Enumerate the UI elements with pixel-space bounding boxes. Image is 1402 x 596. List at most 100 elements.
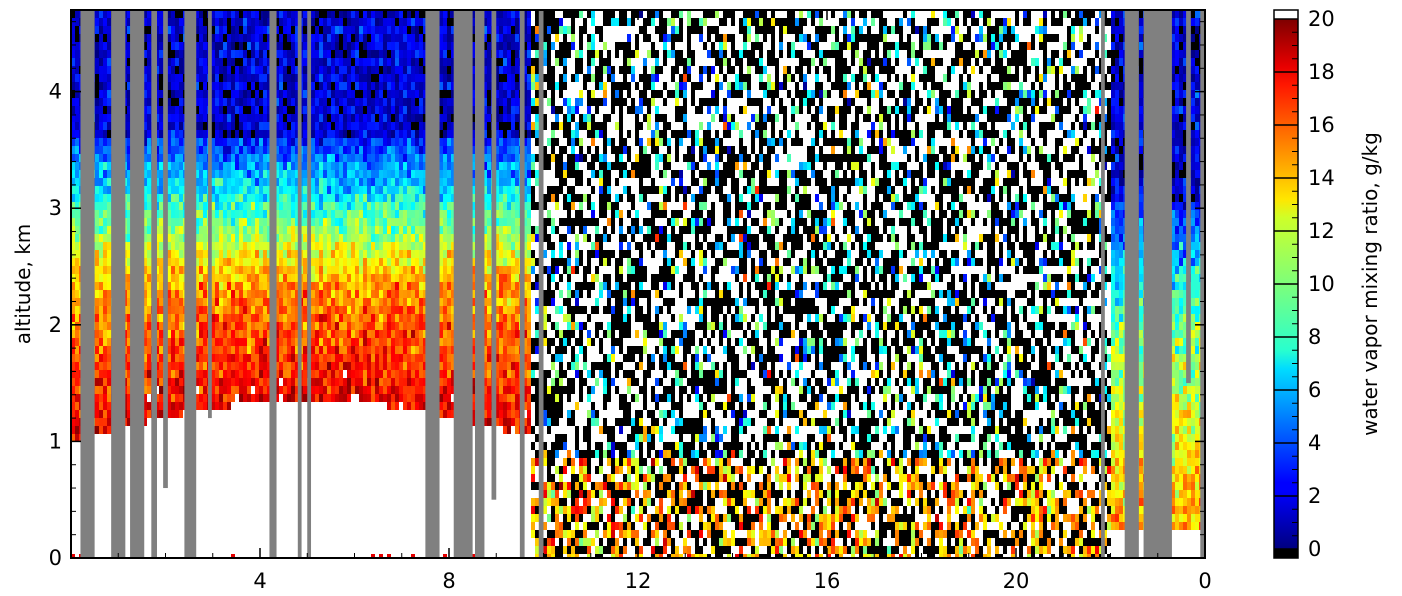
- heatmap-cell: [199, 362, 203, 370]
- heatmap-cell: [347, 26, 351, 34]
- heatmap-cell: [251, 258, 255, 266]
- heatmap-cell: [199, 114, 203, 122]
- heatmap-cell: [395, 130, 399, 138]
- heatmap-cell: [203, 98, 207, 106]
- heatmap-cell: [127, 370, 131, 378]
- heatmap-cell: [107, 34, 111, 42]
- heatmap-cell: [331, 162, 335, 170]
- heatmap-cell: [175, 274, 179, 282]
- heatmap-cell: [395, 250, 399, 258]
- heatmap-cell: [335, 330, 339, 338]
- heatmap-cell: [263, 258, 267, 266]
- heatmap-cell: [251, 378, 255, 386]
- heatmap-cell: [323, 378, 327, 386]
- heatmap-cell: [379, 378, 383, 386]
- heatmap-cell: [439, 258, 443, 266]
- heatmap-cell: [199, 130, 203, 138]
- heatmap-cell: [259, 162, 263, 170]
- heatmap-cell: [311, 210, 315, 218]
- heatmap-cell: [343, 370, 347, 378]
- heatmap-cell: [367, 58, 371, 66]
- heatmap-cell: [107, 194, 111, 202]
- heatmap-cell: [175, 186, 179, 194]
- heatmap-cell: [315, 322, 319, 330]
- heatmap-cell: [411, 178, 415, 186]
- heatmap-cell: [243, 98, 247, 106]
- heatmap-cell: [375, 122, 379, 130]
- heatmap-cell: [215, 322, 219, 330]
- heatmap-cell: [383, 34, 387, 42]
- heatmap-cell: [407, 346, 411, 354]
- heatmap-cell: [95, 282, 99, 290]
- heatmap-cell: [75, 418, 79, 426]
- heatmap-cell: [411, 74, 415, 82]
- heatmap-cell: [439, 18, 443, 26]
- heatmap-cell: [423, 346, 427, 354]
- heatmap-cell: [199, 194, 203, 202]
- heatmap-cell: [255, 282, 259, 290]
- heatmap-cell: [371, 298, 375, 306]
- heatmap-cell: [339, 330, 343, 338]
- heatmap-cell: [235, 370, 239, 378]
- heatmap-cell: [407, 18, 411, 26]
- heatmap-cell: [315, 298, 319, 306]
- heatmap-cell: [179, 242, 183, 250]
- heatmap-cell: [107, 210, 111, 218]
- heatmap-cell: [443, 410, 447, 418]
- heatmap-cell: [247, 290, 251, 298]
- heatmap-cell: [287, 394, 291, 402]
- heatmap-cell: [71, 162, 75, 170]
- heatmap-cell: [143, 18, 147, 26]
- heatmap-cell: [283, 354, 287, 362]
- heatmap-cell: [399, 90, 403, 98]
- heatmap-cell: [375, 354, 379, 362]
- heatmap-cell: [211, 138, 215, 146]
- heatmap-cell: [351, 322, 355, 330]
- heatmap-cell: [291, 258, 295, 266]
- heatmap-cell: [235, 362, 239, 370]
- heatmap-cell: [287, 114, 291, 122]
- heatmap-cell: [143, 298, 147, 306]
- heatmap-cell: [363, 162, 367, 170]
- heatmap-cell: [235, 330, 239, 338]
- heatmap-cell: [351, 354, 355, 362]
- heatmap-cell: [359, 82, 363, 90]
- heatmap-cell: [219, 106, 223, 114]
- heatmap-cell: [243, 50, 247, 58]
- heatmap-cell: [395, 370, 399, 378]
- heatmap-cell: [375, 274, 379, 282]
- heatmap-cell: [403, 202, 407, 210]
- heatmap-cell: [99, 370, 103, 378]
- heatmap-cell: [147, 26, 151, 34]
- heatmap-cell: [167, 298, 171, 306]
- heatmap-cell: [451, 98, 455, 106]
- heatmap-cell: [247, 130, 251, 138]
- heatmap-cell: [215, 314, 219, 322]
- heatmap-cell: [95, 418, 99, 426]
- heatmap-cell: [343, 282, 347, 290]
- heatmap-cell: [103, 418, 107, 426]
- heatmap-cell: [331, 274, 335, 282]
- heatmap-cell: [335, 266, 339, 274]
- heatmap-cell: [283, 394, 287, 402]
- heatmap-cell: [407, 178, 411, 186]
- heatmap-cell: [343, 18, 347, 26]
- heatmap-cell: [279, 98, 283, 106]
- heatmap-cell: [99, 10, 103, 18]
- heatmap-cell: [447, 346, 451, 354]
- heatmap-cell: [315, 186, 319, 194]
- heatmap-cell: [359, 258, 363, 266]
- heatmap-cell: [279, 34, 283, 42]
- heatmap-cell: [331, 306, 335, 314]
- heatmap-cell: [303, 330, 307, 338]
- heatmap-cell: [263, 210, 267, 218]
- heatmap-cell: [391, 226, 395, 234]
- heatmap-cell: [263, 138, 267, 146]
- heatmap-cell: [391, 362, 395, 370]
- heatmap-cell: [403, 122, 407, 130]
- heatmap-cell: [103, 154, 107, 162]
- heatmap-cell: [339, 162, 343, 170]
- heatmap-cell: [219, 330, 223, 338]
- heatmap-cell: [223, 10, 227, 18]
- heatmap-cell: [311, 162, 315, 170]
